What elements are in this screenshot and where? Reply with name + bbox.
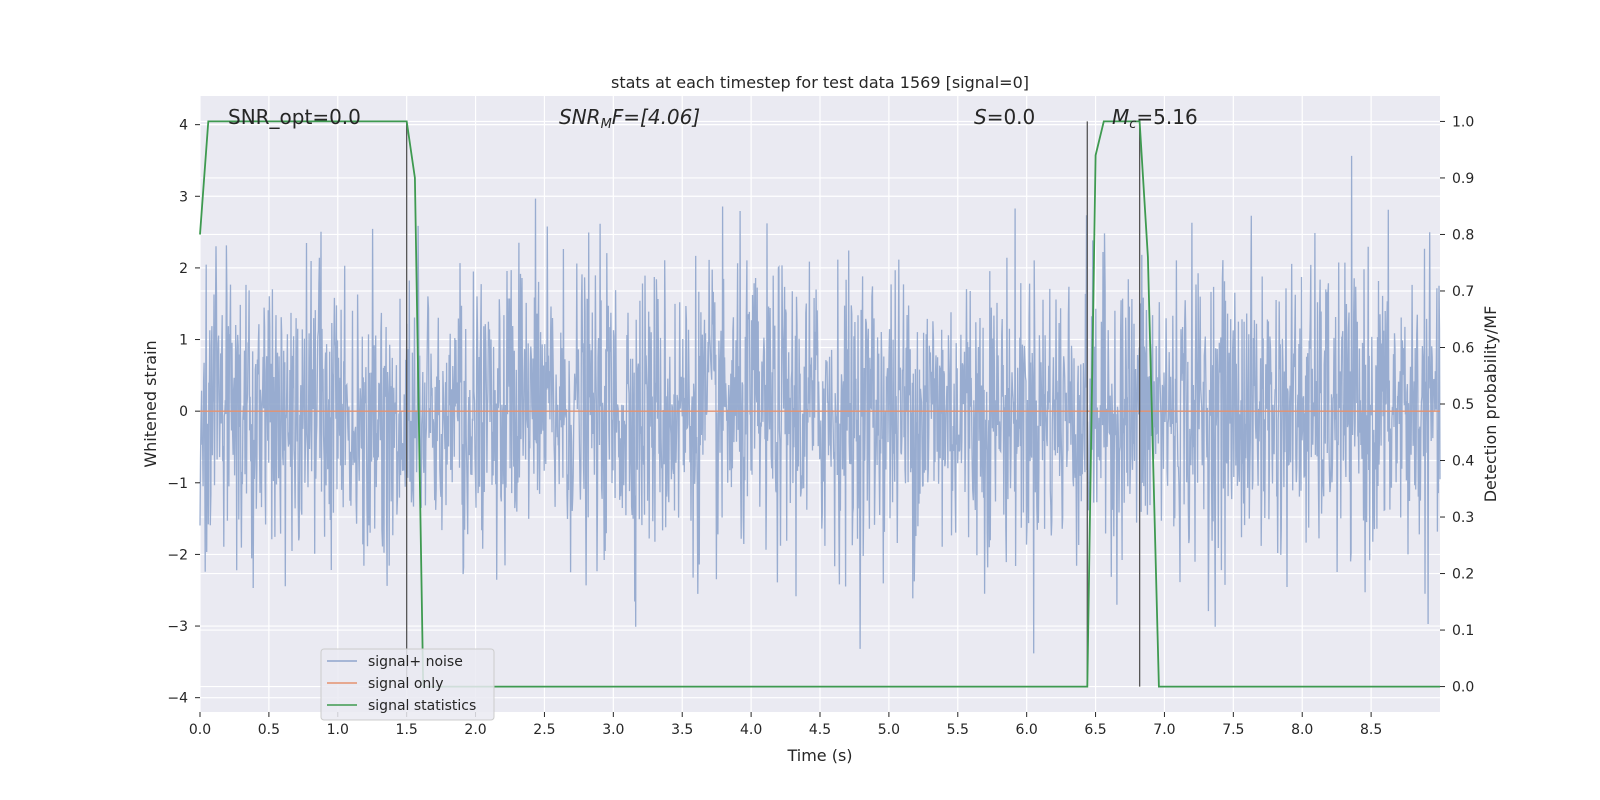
x-ticks: 0.0 0.5 1.0 1.5 2.0 2.5 3.0 3.5 4.0 4.5 5.0 5.5 6.0 6… [189,712,1382,738]
y-tick-label: 1 [179,333,188,349]
x-tick-label: 3.0 [602,722,624,738]
x-tick-label: 5.5 [947,722,969,738]
y2-tick-label: 0.3 [1452,510,1474,526]
y-ticks: 4 3 2 1 0 −1 −2 −3 −4 [167,118,200,707]
annotation-snr-mf: SNRMF=[4.06] [559,105,700,132]
y2-ticks: 1.0 0.9 0.8 0.7 0.6 0.5 0.4 0.3 0.2 0.1 0.0 [1440,114,1474,696]
annotation-snr-mf-main: SNR [559,105,601,129]
x-tick-label: 8.0 [1291,722,1313,738]
y2-tick-label: 0.7 [1452,284,1474,300]
chart-title: stats at each timestep for test data 156… [611,73,1029,92]
y2-tick-label: 0.4 [1452,454,1474,470]
annotation-s-main: S [974,105,987,129]
x-tick-label: 0.0 [189,722,211,738]
y2-tick-label: 0.6 [1452,340,1474,356]
legend-box [320,648,495,721]
x-tick-label: 1.0 [327,722,349,738]
x-tick-label: 0.5 [258,722,280,738]
y2-tick-label: 0.0 [1452,680,1474,696]
y-tick-label: 4 [179,118,188,134]
signal-statistics-line [199,120,1440,688]
y2-tick-label: 0.8 [1452,227,1474,243]
y-tick-label: −1 [167,476,188,492]
legend-label-signal-statistics: signal statistics [368,698,476,714]
x-tick-label: 6.5 [1084,722,1106,738]
x-tick-label: 1.5 [396,722,418,738]
legend-label-signal-noise: signal+ noise [368,654,463,670]
x-tick-label: 8.5 [1360,722,1382,738]
y2-tick-label: 0.5 [1452,397,1474,413]
x-tick-label: 5.0 [878,722,900,738]
x-tick-label: 2.5 [533,722,555,738]
x-tick-label: 4.5 [809,722,831,738]
annotation-s: S=0.0 [974,105,1035,129]
annotation-mc-main: M [1112,105,1129,129]
y2-axis-label: Detection probability/MF [1481,306,1500,503]
y2-tick-label: 0.1 [1452,623,1474,639]
y-tick-label: −3 [167,619,188,635]
y-axis-label: Whitened strain [141,340,160,467]
annotation-snr-mf-sub: M [601,117,612,132]
annotation-snr-mf-tail: F=[4.06] [612,105,700,129]
annotation-mc-sub: c [1129,117,1136,132]
series-signal-statistics [199,120,1440,688]
y2-tick-label: 0.2 [1452,567,1474,583]
x-tick-label: 7.5 [1222,722,1244,738]
y-tick-label: −4 [167,691,188,707]
y-tick-label: −2 [167,547,188,563]
x-tick-label: 4.0 [740,722,762,738]
x-tick-label: 2.0 [464,722,486,738]
x-axis-label: Time (s) [786,746,852,765]
legend: signal+ noise signal only signal statist… [320,648,495,721]
x-tick-label: 3.5 [671,722,693,738]
y2-tick-label: 0.9 [1452,171,1474,187]
annotation-s-tail: =0.0 [987,105,1036,129]
vertical-markers [406,121,1141,687]
annotation-mc-tail: =5.16 [1136,105,1197,129]
x-tick-label: 6.0 [1016,722,1038,738]
annotation-snr-opt: SNR_opt=0.0 [228,105,361,129]
y-tick-label: 3 [179,189,188,205]
y2-tick-label: 1.0 [1452,114,1474,130]
x-tick-label: 7.0 [1153,722,1175,738]
y-tick-label: 2 [179,261,188,277]
legend-label-signal-only: signal only [368,676,443,692]
annotation-mc: Mc=5.16 [1112,105,1198,132]
y-tick-label: 0 [179,404,188,420]
